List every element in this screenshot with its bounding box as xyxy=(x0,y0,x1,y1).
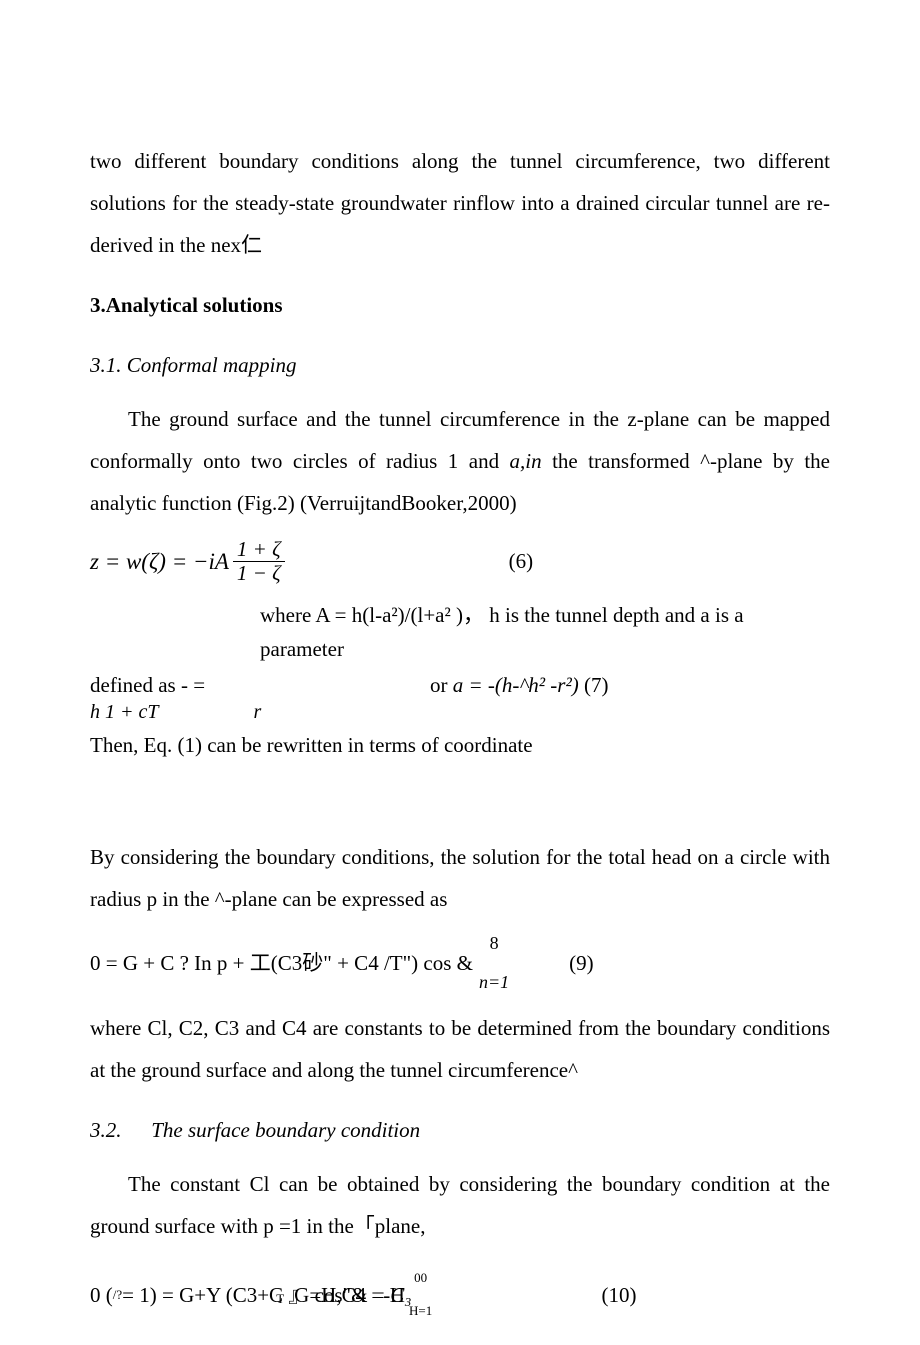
defined-left: defined as - = xyxy=(90,672,430,699)
eq6-den: 1 − ζ xyxy=(233,562,285,585)
defined-right-pre: or xyxy=(430,673,453,697)
defined-right-num: (7) xyxy=(579,673,609,697)
defined-right-ital: a = -(h-^h² -r²) xyxy=(453,673,579,697)
then-line: Then, Eq. (1) can be rewritten in terms … xyxy=(90,724,830,766)
defined-sub-right: r xyxy=(254,700,262,724)
eq10-pre: 0 ( xyxy=(90,1274,113,1316)
defined-sub-line: h 1 + cT r xyxy=(90,700,830,724)
equation-10: 0 (/?= 1) = G+Y (C3+C 』 cos"& = H 00 H=1… xyxy=(90,1271,830,1318)
eq10-oo-bot: H=1 xyxy=(409,1304,432,1318)
where-constants-para: where Cl, C2, C3 and C4 are constants to… xyxy=(90,1007,830,1091)
eq9-main: 0 = G + C ? In p + 工(C3砂" + C4 /T") cos … xyxy=(90,951,473,976)
eq6-num: 1 + ζ xyxy=(233,538,285,562)
eq10-number: (10) xyxy=(602,1274,637,1316)
section-3-2-text: The surface boundary condition xyxy=(151,1118,420,1142)
eq6-fraction: 1 + ζ 1 − ζ xyxy=(233,538,285,585)
para-boundary: By considering the boundary conditions, … xyxy=(90,836,830,920)
section-3-2-title: 3.2. The surface boundary condition xyxy=(90,1109,830,1151)
defined-line: defined as - = or a = -(h-^h² -r²) (7) xyxy=(90,672,830,699)
eq9-number: (9) xyxy=(569,951,594,976)
equation-10-content: 0 (/?= 1) = G+Y (C3+C 』 cos"& = H 00 H=1… xyxy=(90,1271,562,1318)
eq6-lhs: z = w(ζ) = −iA xyxy=(90,548,229,576)
para-3-2: The constant Cl can be obtained by consi… xyxy=(90,1163,830,1247)
intro-paragraph: two different boundary conditions along … xyxy=(90,140,830,266)
eq10-oo-top: 00 xyxy=(414,1271,427,1285)
eq9-top: 8 xyxy=(490,934,499,954)
eq9-bot: n=1 xyxy=(479,973,509,993)
where-A-line: where A = h(l-a²)/(l+a² )， h is the tunn… xyxy=(260,599,830,666)
section-3-2-num: 3.2. xyxy=(90,1109,146,1151)
defined-sub-left: h 1 + cT xyxy=(90,700,159,724)
defined-right: or a = -(h-^h² -r²) (7) xyxy=(430,672,830,699)
equation-6-content: z = w(ζ) = −iA 1 + ζ 1 − ζ xyxy=(90,538,289,585)
eq10-smallT: T xyxy=(276,1286,284,1312)
section-3-1-title: 3.1. Conformal mapping xyxy=(90,344,830,386)
equation-9-content: 0 = G + C ? In p + 工(C3砂" + C4 /T") cos … xyxy=(90,934,509,994)
eq10-c3: C₃ xyxy=(390,1274,411,1316)
equation-9: 0 = G + C ? In p + 工(C3砂" + C4 /T") cos … xyxy=(90,934,830,994)
para-3-1-ital: a,in xyxy=(510,449,542,473)
eq6-number: (6) xyxy=(509,549,534,574)
section-3-title: 3.Analytical solutions xyxy=(90,284,830,326)
eq10-after: G=H,C4 =- xyxy=(294,1274,390,1316)
eq10-sub: /? xyxy=(113,1282,122,1308)
eq10-oo: 00 H=1 xyxy=(409,1271,432,1318)
para-3-1: The ground surface and the tunnel circum… xyxy=(90,398,830,524)
eq9-limits: 8 n=1 xyxy=(479,934,509,994)
equation-6: z = w(ζ) = −iA 1 + ζ 1 − ζ (6) xyxy=(90,538,830,585)
